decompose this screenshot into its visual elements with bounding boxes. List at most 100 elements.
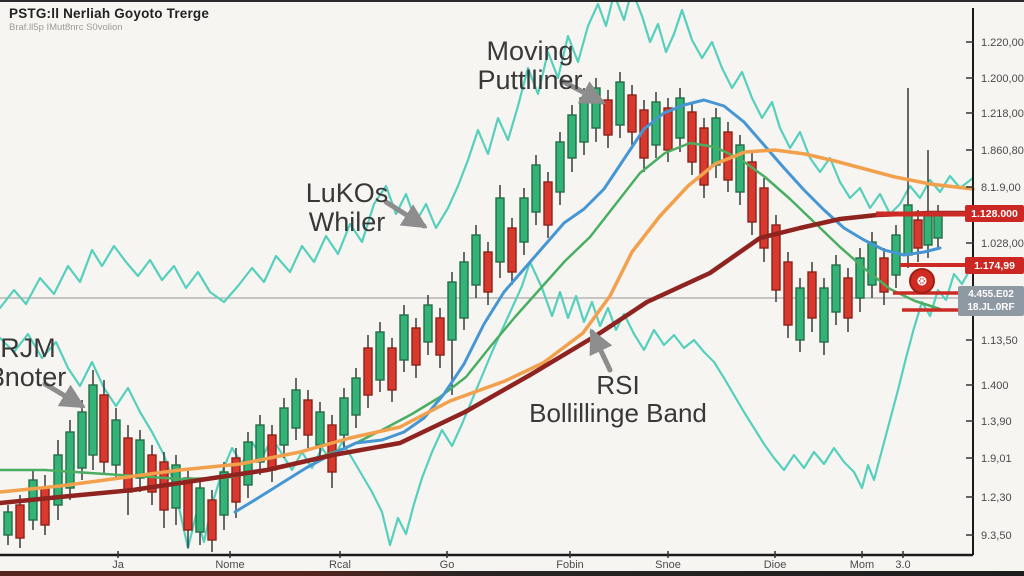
candle xyxy=(351,368,361,428)
candle xyxy=(435,308,445,368)
candle xyxy=(171,455,181,525)
candle xyxy=(111,408,121,478)
candle xyxy=(579,88,589,155)
y-tick-label: 1.218,00 xyxy=(981,108,1024,120)
x-tick-label: Go xyxy=(440,559,455,571)
candle xyxy=(519,188,529,255)
alert-circle-badge: ⊛ xyxy=(909,268,935,294)
candle xyxy=(40,475,50,535)
candle xyxy=(411,318,421,378)
candle xyxy=(567,105,577,172)
annotation-arrow-rsi xyxy=(589,328,613,373)
candle xyxy=(279,398,289,458)
bollinger-upper xyxy=(0,0,975,310)
y-tick-label: 1.220,00 xyxy=(981,37,1024,49)
candle xyxy=(747,152,757,235)
candle xyxy=(471,225,481,298)
price-badge-top: 1.128.000 xyxy=(965,205,1024,222)
candle xyxy=(387,338,397,402)
candle xyxy=(267,425,277,482)
candle xyxy=(195,478,205,545)
x-tick-label: Dioe xyxy=(764,559,787,571)
candle xyxy=(159,452,169,528)
y-tick-label: 1.13,50 xyxy=(981,335,1018,347)
candle xyxy=(423,295,433,355)
maroon-ma xyxy=(0,210,976,506)
orange-ma xyxy=(0,148,975,494)
candle xyxy=(831,255,841,325)
candle xyxy=(363,335,373,408)
candle xyxy=(123,425,133,515)
y-tick-label: 1.400 xyxy=(981,380,1009,392)
candle xyxy=(65,420,75,500)
x-tick-label: Snoe xyxy=(655,559,681,571)
moving-average-layer xyxy=(0,98,1024,514)
candle xyxy=(531,155,541,225)
x-tick-label: Fobin xyxy=(556,559,584,571)
annotation-arrow-lukos xyxy=(383,199,428,229)
y-tick-label: 1.9,01 xyxy=(981,453,1012,465)
candle xyxy=(923,150,933,258)
candle xyxy=(483,242,493,305)
chart-subtitle: Braf.ll5p IMut8nrc S0volion xyxy=(9,22,123,33)
annotation-line: Moving xyxy=(486,36,574,66)
annotation-arrow-rjm xyxy=(42,381,86,409)
candle xyxy=(615,72,625,138)
candle xyxy=(495,185,505,278)
annotation-lukos: LuKOs Whiler xyxy=(306,178,389,237)
x-tick-label: Mom xyxy=(850,559,874,571)
candle xyxy=(759,178,769,262)
candle xyxy=(15,495,25,548)
candle xyxy=(291,378,301,440)
candle xyxy=(771,215,781,302)
annotation-arrows-layer xyxy=(42,78,613,409)
price-badge-gray-line1: 4.455.E02 xyxy=(968,289,1014,300)
candle xyxy=(783,252,793,338)
x-tick-label: Ja xyxy=(112,559,125,571)
candle xyxy=(699,118,709,198)
top-border xyxy=(0,0,1024,2)
chart-header: PSTG:ll Nerliah Goyoto Trerge Braf.ll5p … xyxy=(9,6,209,33)
candle xyxy=(543,172,553,238)
annotation-line: RSI xyxy=(596,370,640,400)
annotation-line: 3noter xyxy=(0,362,67,393)
candle xyxy=(303,390,313,448)
candle xyxy=(88,370,98,470)
candle xyxy=(591,78,601,142)
candle xyxy=(231,448,241,518)
candle xyxy=(555,132,565,205)
candle xyxy=(819,278,829,355)
y-tick-label: 9.3,50 xyxy=(981,530,1012,542)
candle xyxy=(795,278,805,352)
candle xyxy=(735,135,745,205)
annotation-moving: Moving Puttlliner xyxy=(477,36,583,96)
annotation-line: Puttlliner xyxy=(477,65,583,96)
candle xyxy=(99,380,109,475)
x-tick-label: Nome xyxy=(215,559,244,571)
candle xyxy=(879,248,889,305)
candle xyxy=(687,102,697,175)
price-badge-gray: 4.455.E02 18.JL.0RF xyxy=(958,286,1024,316)
y-tick-label: 1.028,00 xyxy=(981,238,1024,250)
y-tick-label: 1.3,90 xyxy=(981,416,1012,428)
price-badge-mid: 1.174,99 xyxy=(965,257,1024,274)
y-tick-label: 1.860,80 xyxy=(981,145,1024,157)
candle xyxy=(891,225,901,288)
candle xyxy=(135,430,145,492)
y-tick-label: 1.200,00 xyxy=(981,73,1024,85)
candle xyxy=(639,100,649,172)
y-tick-label: 1.2,30 xyxy=(981,492,1012,504)
candle xyxy=(507,218,517,285)
candle xyxy=(627,85,637,145)
candle xyxy=(651,92,661,158)
candle xyxy=(447,272,457,395)
candle xyxy=(207,490,217,552)
candle xyxy=(3,505,13,545)
candle xyxy=(675,88,685,152)
price-badge-gray-line2: 18.JL.0RF xyxy=(967,302,1015,313)
y-tick-label: 8.1.9,00 xyxy=(981,182,1021,194)
candle xyxy=(807,262,817,332)
candle xyxy=(77,400,87,480)
